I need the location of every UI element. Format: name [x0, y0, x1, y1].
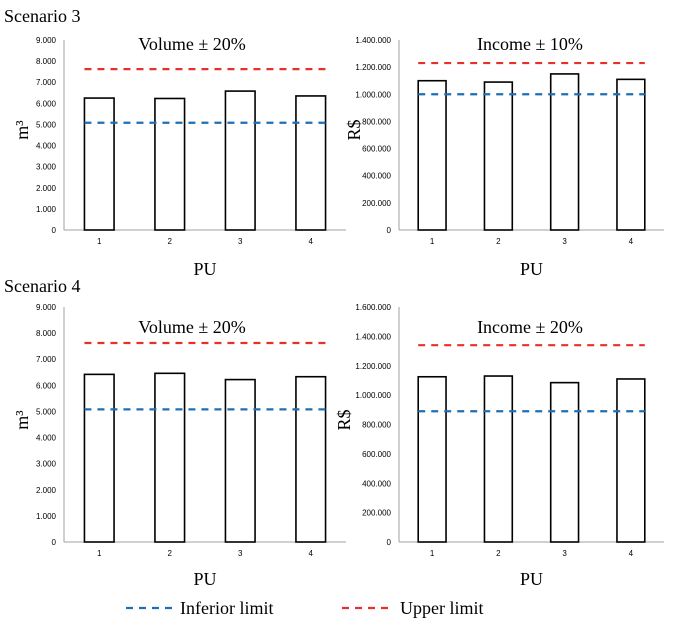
legend: Inferior limit Upper limit — [126, 598, 484, 618]
y-tick-label: 600.000 — [362, 145, 391, 154]
y-axis-label: m³ — [12, 410, 32, 430]
y-tick-label: 9.000 — [36, 36, 57, 45]
bar — [154, 372, 186, 543]
x-tick-label: 3 — [238, 237, 243, 246]
y-tick-label: 1.000.000 — [355, 90, 391, 99]
chart-title: Volume ± 20% — [138, 34, 246, 54]
x-tick-label: 3 — [562, 237, 567, 246]
y-tick-label: 6.000 — [36, 381, 57, 390]
x-tick-label: 1 — [430, 237, 435, 246]
y-tick-label: 1.200.000 — [355, 63, 391, 72]
x-tick-label: 4 — [309, 549, 314, 558]
x-axis-label: PU — [520, 569, 543, 589]
y-tick-label: 4.000 — [36, 434, 57, 443]
x-axis-label: PU — [193, 569, 216, 589]
bar — [616, 378, 646, 543]
y-tick-label: 3.000 — [36, 460, 57, 469]
bar — [224, 90, 256, 231]
bar — [417, 375, 447, 543]
legend-inferior-label: Inferior limit — [180, 598, 273, 618]
chart-panel-4: 0 200.000 400.000 600.000 800.000 1.000.000 1.… — [334, 303, 664, 589]
y-axis-label: R$ — [344, 119, 364, 140]
x-tick-label: 2 — [496, 237, 501, 246]
y-tick-label: 1.400.000 — [355, 36, 391, 45]
bar — [616, 78, 646, 231]
y-tick-label: 7.000 — [36, 78, 57, 87]
x-tick-label: 1 — [430, 549, 435, 558]
y-tick-label: 5.000 — [36, 407, 57, 416]
x-tick-label: 4 — [309, 237, 314, 246]
bar — [549, 381, 580, 543]
y-tick-label: 0 — [52, 226, 57, 235]
y-tick-label: 0 — [387, 538, 392, 547]
bar — [483, 81, 514, 231]
y-tick-label: 8.000 — [36, 329, 57, 338]
chart-title: Income ± 20% — [477, 317, 583, 337]
y-tick-label: 4.000 — [36, 142, 57, 151]
x-axis-label: PU — [520, 259, 543, 279]
bar — [83, 97, 115, 231]
y-tick-label: 7.000 — [36, 355, 57, 364]
x-tick-label: 3 — [562, 549, 567, 558]
y-tick-label: 2.000 — [36, 184, 57, 193]
y-tick-label: 1.000 — [36, 512, 57, 521]
y-tick-label: 8.000 — [36, 57, 57, 66]
y-tick-label: 9.000 — [36, 303, 57, 312]
y-tick-label: 200.000 — [362, 199, 391, 208]
bar — [483, 375, 514, 543]
x-tick-label: 3 — [238, 549, 243, 558]
chart-title: Volume ± 20% — [138, 317, 246, 337]
y-tick-label: 1.200.000 — [355, 362, 391, 371]
scenario-label: Scenario 4 — [4, 276, 80, 296]
y-tick-label: 1.400.000 — [355, 332, 391, 341]
y-tick-label: 2.000 — [36, 486, 57, 495]
bar — [154, 97, 186, 231]
y-tick-label: 400.000 — [362, 172, 391, 181]
y-tick-label: 600.000 — [362, 450, 391, 459]
bar — [549, 73, 580, 231]
bar — [224, 378, 256, 543]
y-axis-label: R$ — [334, 409, 354, 430]
x-tick-label: 2 — [496, 549, 501, 558]
chart-title: Income ± 10% — [477, 34, 583, 54]
y-axis-label: m³ — [12, 120, 32, 140]
y-tick-label: 1.000 — [36, 205, 57, 214]
x-tick-label: 1 — [97, 549, 102, 558]
y-tick-label: 0 — [52, 538, 57, 547]
y-tick-label: 1.000.000 — [355, 391, 391, 400]
y-tick-label: 800.000 — [362, 117, 391, 126]
scenario-label: Scenario 3 — [4, 6, 80, 26]
y-tick-label: 0 — [387, 226, 392, 235]
chart-panel-3: Scenario 4 0 1.000 2.000 3.000 4.000 5.000 6.00… — [4, 276, 346, 589]
x-tick-label: 1 — [97, 237, 102, 246]
bar — [295, 375, 327, 543]
y-tick-label: 200.000 — [362, 509, 391, 518]
y-tick-label: 6.000 — [36, 99, 57, 108]
y-tick-label: 800.000 — [362, 421, 391, 430]
chart-panel-1: Scenario 3 0 1.000 2.000 3.000 4.000 5.000 6.00… — [4, 6, 346, 279]
x-tick-label: 4 — [629, 237, 634, 246]
legend-upper-label: Upper limit — [400, 598, 484, 618]
bar — [83, 373, 115, 543]
y-tick-label: 3.000 — [36, 163, 57, 172]
bar — [295, 95, 327, 231]
x-axis-label: PU — [193, 259, 216, 279]
y-tick-label: 400.000 — [362, 479, 391, 488]
chart-panel-2: 0 200.000 400.000 600.000 800.000 1.000.000 1.… — [344, 34, 664, 279]
x-tick-label: 4 — [629, 549, 634, 558]
x-tick-label: 2 — [168, 549, 173, 558]
y-tick-label: 5.000 — [36, 120, 57, 129]
y-tick-label: 1.600.000 — [355, 303, 391, 312]
bar — [417, 79, 447, 231]
x-tick-label: 2 — [168, 237, 173, 246]
